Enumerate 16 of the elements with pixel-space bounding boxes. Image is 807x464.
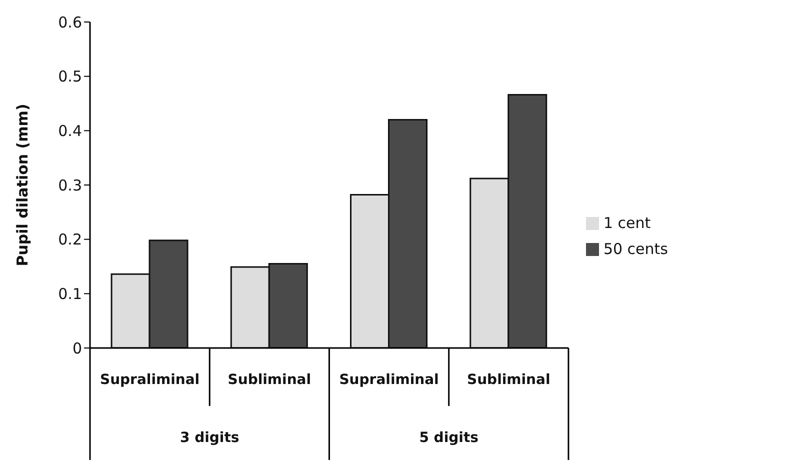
y-tick-label: 0 bbox=[72, 339, 82, 358]
y-tick-label: 0.6 bbox=[58, 13, 82, 32]
text: 5 digits bbox=[419, 430, 478, 446]
x-tick-label: Supraliminal bbox=[100, 372, 200, 388]
y-tick-label: 0.2 bbox=[58, 230, 82, 249]
x-tick-label: Subliminal bbox=[228, 372, 312, 388]
legend-label: 1 cent bbox=[603, 214, 651, 232]
legend-label: 50 cents bbox=[603, 240, 668, 258]
y-tick-label: 0.1 bbox=[58, 284, 82, 303]
x-tick-label: Subliminal bbox=[467, 372, 550, 388]
y-tick-label: 0.5 bbox=[58, 68, 82, 86]
y-axis-title: Pupil dilation (mm) bbox=[13, 104, 32, 266]
text: 3 digits bbox=[180, 430, 240, 446]
y-tick-label: 0.3 bbox=[58, 176, 82, 194]
x-tick-label: Supraliminal bbox=[339, 372, 439, 388]
y-tick-label: 0.4 bbox=[58, 122, 82, 140]
